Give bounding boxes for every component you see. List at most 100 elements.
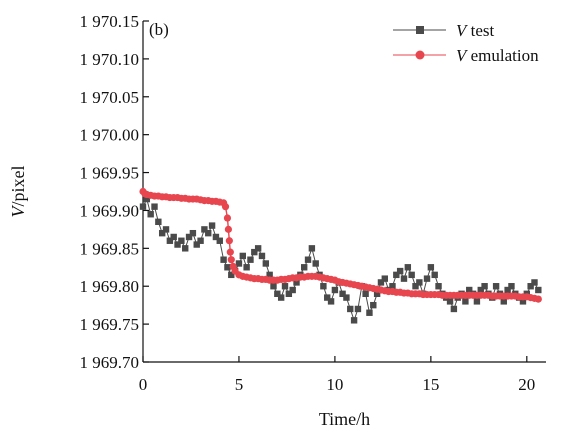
x-tick-label: 10 [326, 375, 343, 394]
data-point [373, 290, 381, 297]
data-point [408, 271, 415, 279]
legend: V test V emulation [393, 21, 539, 65]
data-point [266, 271, 273, 279]
legend-item-v-test: V test [393, 21, 495, 40]
panel-label: (b) [149, 20, 169, 39]
data-point [331, 286, 339, 294]
data-point [243, 264, 250, 271]
data-point [327, 298, 335, 305]
data-point [235, 260, 243, 267]
data-point [377, 279, 385, 286]
data-point [185, 233, 193, 241]
data-point [396, 267, 404, 275]
x-tick-label: 0 [139, 375, 148, 394]
legend-label-v-emulation: V emulation [456, 46, 539, 65]
data-point [423, 275, 431, 282]
data-point [162, 226, 170, 233]
y-axis-title: V/pixel [8, 166, 28, 218]
y-tick-label: 1 969.70 [80, 353, 140, 372]
data-point [174, 241, 181, 248]
data-point [221, 203, 230, 211]
data-point [226, 248, 234, 256]
data-point [224, 225, 232, 233]
data-point [400, 275, 408, 282]
data-point [166, 237, 174, 244]
data-point [143, 195, 151, 203]
data-point [205, 229, 212, 237]
data-point [343, 294, 350, 301]
data-point [151, 203, 158, 210]
data-point [354, 305, 362, 313]
data-point [227, 256, 235, 264]
data-point [223, 214, 232, 222]
data-point [312, 260, 319, 267]
data-point [262, 260, 270, 267]
data-point [534, 295, 542, 303]
data-point [462, 298, 469, 305]
y-tick-label: 1 969.75 [80, 315, 140, 334]
legend-label-v-test: V test [456, 21, 495, 40]
legend-label-var: V [456, 21, 469, 40]
data-point [155, 218, 162, 226]
data-point [208, 222, 216, 229]
data-point [251, 248, 258, 256]
data-point [320, 283, 327, 290]
y-tick-label: 1 969.90 [80, 201, 140, 220]
data-point [270, 283, 277, 290]
y-axis-ticks: 1 969.70 1 969.75 1 969.80 1 969.85 1 969.90… [80, 12, 149, 372]
data-point [239, 252, 246, 260]
x-axis-title: Time/h [319, 409, 370, 429]
data-point [304, 256, 312, 263]
data-point [370, 301, 377, 309]
data-point [435, 283, 442, 290]
data-point [178, 237, 185, 244]
data-point [500, 298, 507, 305]
data-point [527, 283, 534, 290]
data-point [289, 286, 296, 294]
data-point [281, 283, 289, 290]
data-point [228, 271, 235, 279]
legend-label-var: V [456, 46, 469, 65]
legend-label-rest: emulation [466, 46, 539, 65]
series-v-test [139, 195, 542, 324]
data-point [254, 245, 262, 252]
data-point [412, 283, 419, 290]
y-tick-label: 1 970.10 [80, 50, 140, 69]
data-point [504, 286, 511, 294]
series-layer [139, 187, 542, 324]
y-axis-title-var: V [8, 205, 28, 218]
data-point [535, 286, 542, 294]
data-point [224, 264, 231, 271]
data-point [381, 275, 388, 282]
y-tick-label: 1 969.80 [80, 277, 140, 296]
legend-label-rest: test [466, 21, 494, 40]
data-point [201, 226, 208, 233]
data-point [404, 264, 412, 271]
y-tick-label: 1 969.85 [80, 239, 140, 258]
series-v-emulation [139, 187, 542, 303]
data-point [170, 233, 177, 241]
data-point [366, 309, 373, 316]
data-point [450, 305, 458, 313]
data-point [293, 279, 300, 286]
y-tick-label: 1 969.95 [80, 164, 140, 183]
data-point [347, 305, 354, 313]
data-point [324, 294, 331, 301]
data-point [508, 283, 515, 290]
data-point [220, 256, 227, 263]
data-point [197, 237, 204, 244]
x-axis-ticks: 0 5 10 15 20 [139, 356, 535, 394]
x-tick-label: 5 [235, 375, 244, 394]
data-point [473, 298, 481, 305]
data-point [182, 245, 189, 252]
data-point [427, 264, 435, 271]
y-axis-title-unit: /pixel [8, 166, 28, 207]
data-point [393, 271, 400, 279]
data-point [416, 279, 423, 286]
data-point [139, 203, 147, 210]
data-point [339, 290, 346, 297]
data-point [431, 271, 438, 279]
data-point [247, 256, 254, 263]
